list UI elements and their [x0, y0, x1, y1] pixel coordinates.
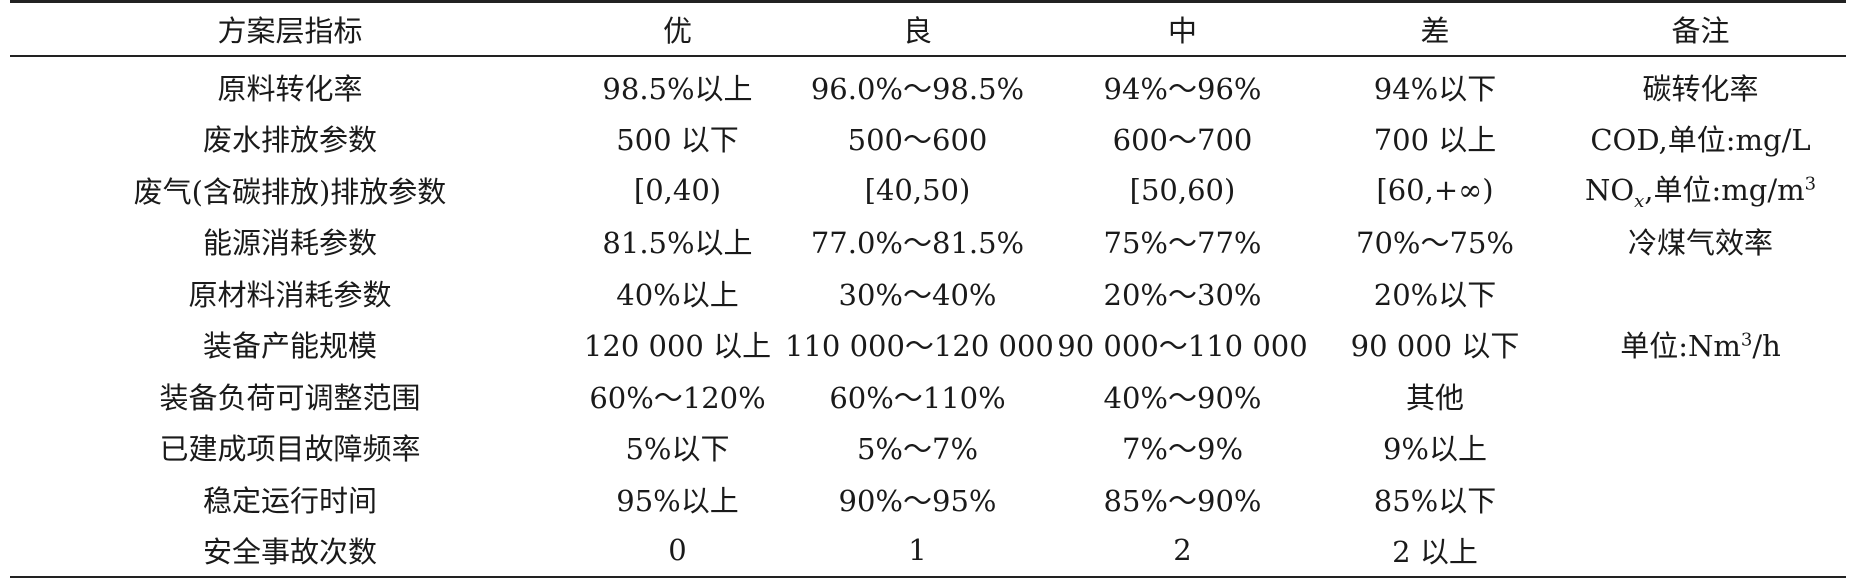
good-cell: 5%～7% [856, 432, 978, 467]
remark-cell-capacity: 单位:Nm3/h [1555, 319, 1846, 371]
capacity-superscript: 3 [1740, 329, 1753, 351]
medium-cell: 7%～9% [1121, 432, 1243, 467]
remark-cell: COD,单位:mg/L [1590, 123, 1811, 158]
table-row: 原料转化率 98.5%以上 96.0%～98.5% 94%～96% 94%以下 … [10, 56, 1846, 113]
remark-cell-nox: NOx,单位:mg/m3 [1555, 164, 1846, 216]
remark-cell [1555, 524, 1846, 578]
header-excellent: 优 [570, 0, 785, 57]
indicator-cell: 安全事故次数 [10, 524, 570, 578]
header-indicator: 方案层指标 [10, 0, 570, 57]
good-cell: 60%～110% [829, 380, 1006, 415]
medium-cell: 2 [1050, 524, 1315, 578]
good-cell: 110 000～120 000 [785, 329, 1054, 364]
good-cell: 500～600 [847, 123, 988, 158]
excellent-cell: [0,40) [633, 172, 722, 207]
poor-cell: 2 以上 [1315, 524, 1555, 578]
poor-cell: 70%～75% [1356, 226, 1514, 261]
header-poor: 差 [1315, 0, 1555, 57]
table-row: 装备产能规模 120 000 以上 110 000～120 000 90 000… [10, 319, 1846, 371]
excellent-cell: 95%以上 [616, 483, 739, 518]
table-row: 原材料消耗参数 40%以上 30%～40% 20%～30% 20%以下 [10, 267, 1846, 319]
medium-cell: [50,60) [1129, 172, 1236, 207]
good-cell: 30%～40% [838, 277, 997, 312]
nox-superscript: 3 [1804, 173, 1817, 195]
poor-cell: [60,+∞) [1376, 172, 1494, 207]
indicator-cell: 装备负荷可调整范围 [159, 380, 421, 415]
poor-cell: 其他 [1405, 380, 1464, 415]
medium-cell: 90 000～110 000 [1057, 329, 1308, 364]
header-medium: 中 [1050, 0, 1315, 57]
indicator-cell: 原料转化率 [217, 71, 363, 106]
table-row: 稳定运行时间 95%以上 90%～95% 85%～90% 85%以下 [10, 473, 1846, 525]
poor-cell: 85%以下 [1373, 483, 1497, 518]
poor-cell: 700 以上 [1373, 123, 1497, 158]
indicator-cell: 废水排放参数 [202, 123, 377, 158]
excellent-cell: 0 [570, 524, 785, 578]
medium-cell: 85%～90% [1103, 483, 1262, 518]
indicator-cell: 原材料消耗参数 [188, 277, 392, 312]
poor-cell: 20%以下 [1373, 277, 1497, 312]
medium-cell: 94%～96% [1103, 71, 1262, 106]
medium-cell: 40%～90% [1103, 380, 1262, 415]
table-row: 能源消耗参数 81.5%以上 77.0%～81.5% 75%～77% 70%～7… [10, 216, 1846, 268]
excellent-cell: 40%以上 [616, 277, 739, 312]
nox-subscript: x [1634, 191, 1645, 213]
evaluation-table: 方案层指标 优 良 中 差 备注 原料转化率 98.5%以上 96.0%～98.… [10, 0, 1846, 578]
table-row: 安全事故次数 0 1 2 2 以上 [10, 524, 1846, 578]
capacity-suffix: /h [1752, 329, 1781, 364]
remark-cell: 冷煤气效率 [1627, 226, 1773, 261]
remark-cell [1555, 473, 1846, 525]
header-good: 良 [785, 0, 1050, 57]
table-row: 装备负荷可调整范围 60%～120% 60%～110% 40%～90% 其他 [10, 370, 1846, 422]
excellent-cell: 500 以下 [616, 123, 739, 158]
excellent-cell: 81.5%以上 [602, 226, 753, 261]
good-cell: 77.0%～81.5% [810, 226, 1025, 261]
indicator-cell: 稳定运行时间 [202, 483, 377, 518]
indicator-cell: 废气(含碳排放)排放参数 [133, 174, 447, 209]
table-row: 废水排放参数 500 以下 500～600 600～700 700 以上 COD… [10, 113, 1846, 165]
remark-cell [1555, 422, 1846, 474]
excellent-cell: 5%以下 [625, 432, 730, 467]
remark-cell: 碳转化率 [1642, 71, 1759, 106]
good-cell: [40,50) [864, 172, 971, 207]
medium-cell: 20%～30% [1103, 277, 1262, 312]
indicator-cell: 已建成项目故障频率 [159, 432, 421, 467]
capacity-prefix: 单位:Nm [1620, 329, 1741, 364]
header-row: 方案层指标 优 良 中 差 备注 [10, 0, 1846, 57]
remark-cell [1555, 267, 1846, 319]
poor-cell: 94%以下 [1373, 71, 1497, 106]
nox-suffix: ,单位:mg/m [1644, 173, 1805, 208]
table-row: 废气(含碳排放)排放参数 [0,40) [40,50) [50,60) [60,… [10, 164, 1846, 216]
excellent-cell: 98.5%以上 [602, 71, 753, 106]
good-cell: 1 [785, 524, 1050, 578]
good-cell: 96.0%～98.5% [810, 71, 1025, 106]
indicator-cell: 能源消耗参数 [202, 226, 377, 261]
header-remark: 备注 [1555, 0, 1846, 57]
medium-cell: 75%～77% [1103, 226, 1262, 261]
excellent-cell: 120 000 以上 [583, 329, 772, 364]
remark-cell [1555, 370, 1846, 422]
indicator-cell: 装备产能规模 [202, 329, 377, 364]
excellent-cell: 60%～120% [589, 380, 766, 415]
poor-cell: 9%以上 [1382, 432, 1487, 467]
good-cell: 90%～95% [838, 483, 997, 518]
medium-cell: 600～700 [1112, 123, 1253, 158]
nox-prefix: NO [1584, 173, 1635, 208]
table-row: 已建成项目故障频率 5%以下 5%～7% 7%～9% 9%以上 [10, 422, 1846, 474]
poor-cell: 90 000 以下 [1350, 329, 1520, 364]
table-container: 方案层指标 优 良 中 差 备注 原料转化率 98.5%以上 96.0%～98.… [10, 0, 1846, 578]
